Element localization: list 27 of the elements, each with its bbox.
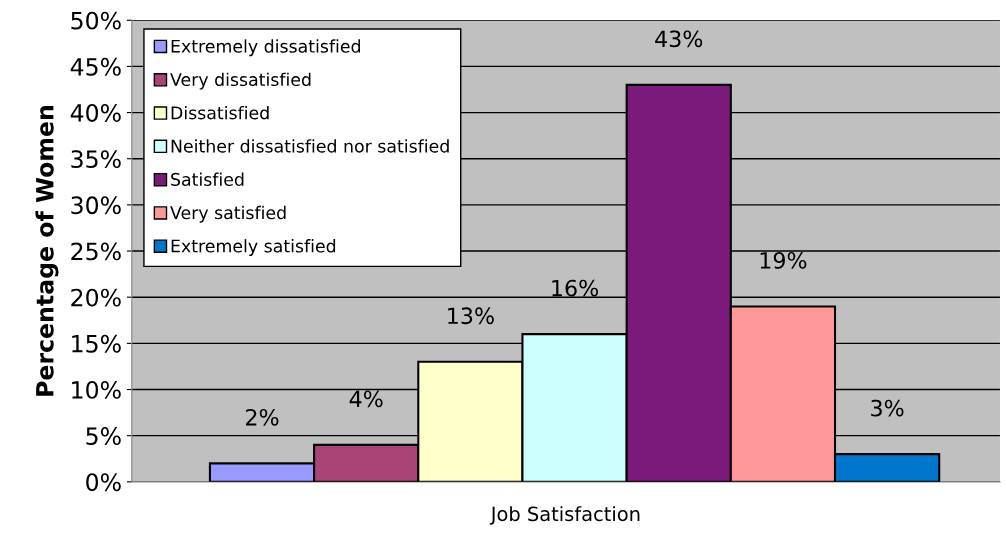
y-tick-label: 40% <box>70 104 121 122</box>
legend-label: Satisfied <box>171 172 244 186</box>
legend-label: Dissatisfied <box>171 105 269 120</box>
y-tick-label: 45% <box>70 57 121 76</box>
y-tick-label: 50% <box>71 11 121 30</box>
data-label: 16% <box>552 279 599 297</box>
y-tick-label: 35% <box>71 150 121 169</box>
legend-label: Neither dissatisfied nor satisfied <box>171 139 449 153</box>
y-tick-label: 20% <box>71 288 121 307</box>
data-label: 3% <box>871 399 904 417</box>
legend-label: Extremely satisfied <box>171 239 336 256</box>
y-axis-title: Percentage of Women <box>35 106 59 396</box>
data-label: 43% <box>655 30 703 48</box>
data-label: 19% <box>760 251 807 269</box>
y-tick-label: 15% <box>72 334 121 353</box>
y-tick-label: 25% <box>71 242 121 261</box>
y-tick-label: 10% <box>72 380 121 399</box>
y-tick-label: 0% <box>86 473 121 492</box>
legend-label: Very dissatisfied <box>170 72 311 90</box>
data-label: 4% <box>349 390 383 408</box>
y-tick-label: 5% <box>86 427 121 445</box>
y-tick-label: 30% <box>71 196 121 215</box>
data-label: 2% <box>246 408 279 426</box>
legend-label: Extremely dissatisfied <box>171 39 360 57</box>
data-label: 13% <box>448 307 494 325</box>
legend-label: Very satisfied <box>170 205 286 223</box>
x-axis-title: Job Satisfaction <box>489 506 640 525</box>
